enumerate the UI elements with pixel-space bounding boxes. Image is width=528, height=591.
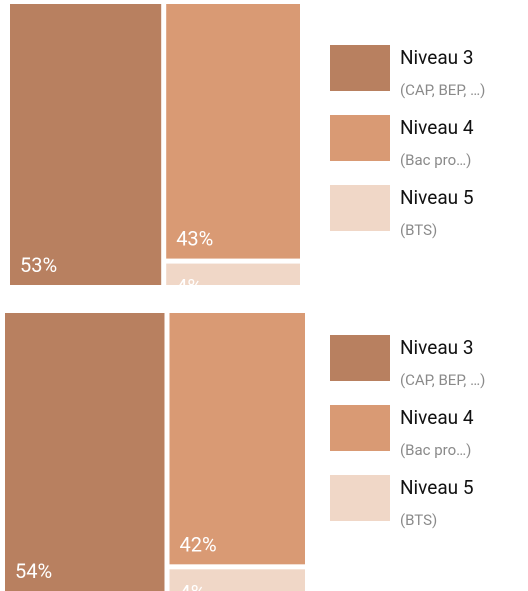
tile-label: 53%	[20, 253, 57, 277]
legend-description: (Bac pro…)	[400, 441, 471, 459]
tile-label: 4%	[180, 580, 206, 591]
legend-description: (Bac pro…)	[400, 151, 471, 169]
tile	[166, 263, 300, 285]
treemap: 54% Niveau 3 (CAP, BEP, …) 42% Niveau 4 (Bac …	[5, 313, 485, 591]
legend-swatch	[330, 115, 390, 161]
legend-name: Niveau 5	[400, 186, 474, 209]
legend-name: Niveau 4	[400, 406, 474, 429]
tile	[10, 4, 162, 285]
legend-swatch	[330, 475, 390, 521]
legend-swatch	[330, 335, 390, 381]
legend-swatch	[330, 405, 390, 451]
legend-name: Niveau 5	[400, 476, 474, 499]
legend-swatch	[330, 185, 390, 231]
tile	[169, 569, 305, 591]
tile-label: 43%	[176, 227, 213, 251]
tile-label: 4%	[176, 275, 202, 299]
legend-swatch	[330, 45, 390, 91]
treemap: 53% Niveau 3 (CAP, BEP, …) 43% Niveau 4 (Bac …	[10, 4, 485, 299]
legend-name: Niveau 3	[400, 46, 474, 69]
legend-name: Niveau 3	[400, 336, 474, 359]
legend-description: (BTS)	[400, 221, 437, 239]
tile-label: 54%	[15, 559, 52, 583]
legend-description: (BTS)	[400, 511, 437, 529]
legend-description: (CAP, BEP, …)	[400, 81, 485, 99]
tile	[169, 313, 305, 565]
legend-name: Niveau 4	[400, 116, 474, 139]
tile	[166, 4, 300, 259]
tile-label: 42%	[180, 532, 217, 556]
legend-description: (CAP, BEP, …)	[400, 371, 485, 389]
tile	[5, 313, 165, 591]
